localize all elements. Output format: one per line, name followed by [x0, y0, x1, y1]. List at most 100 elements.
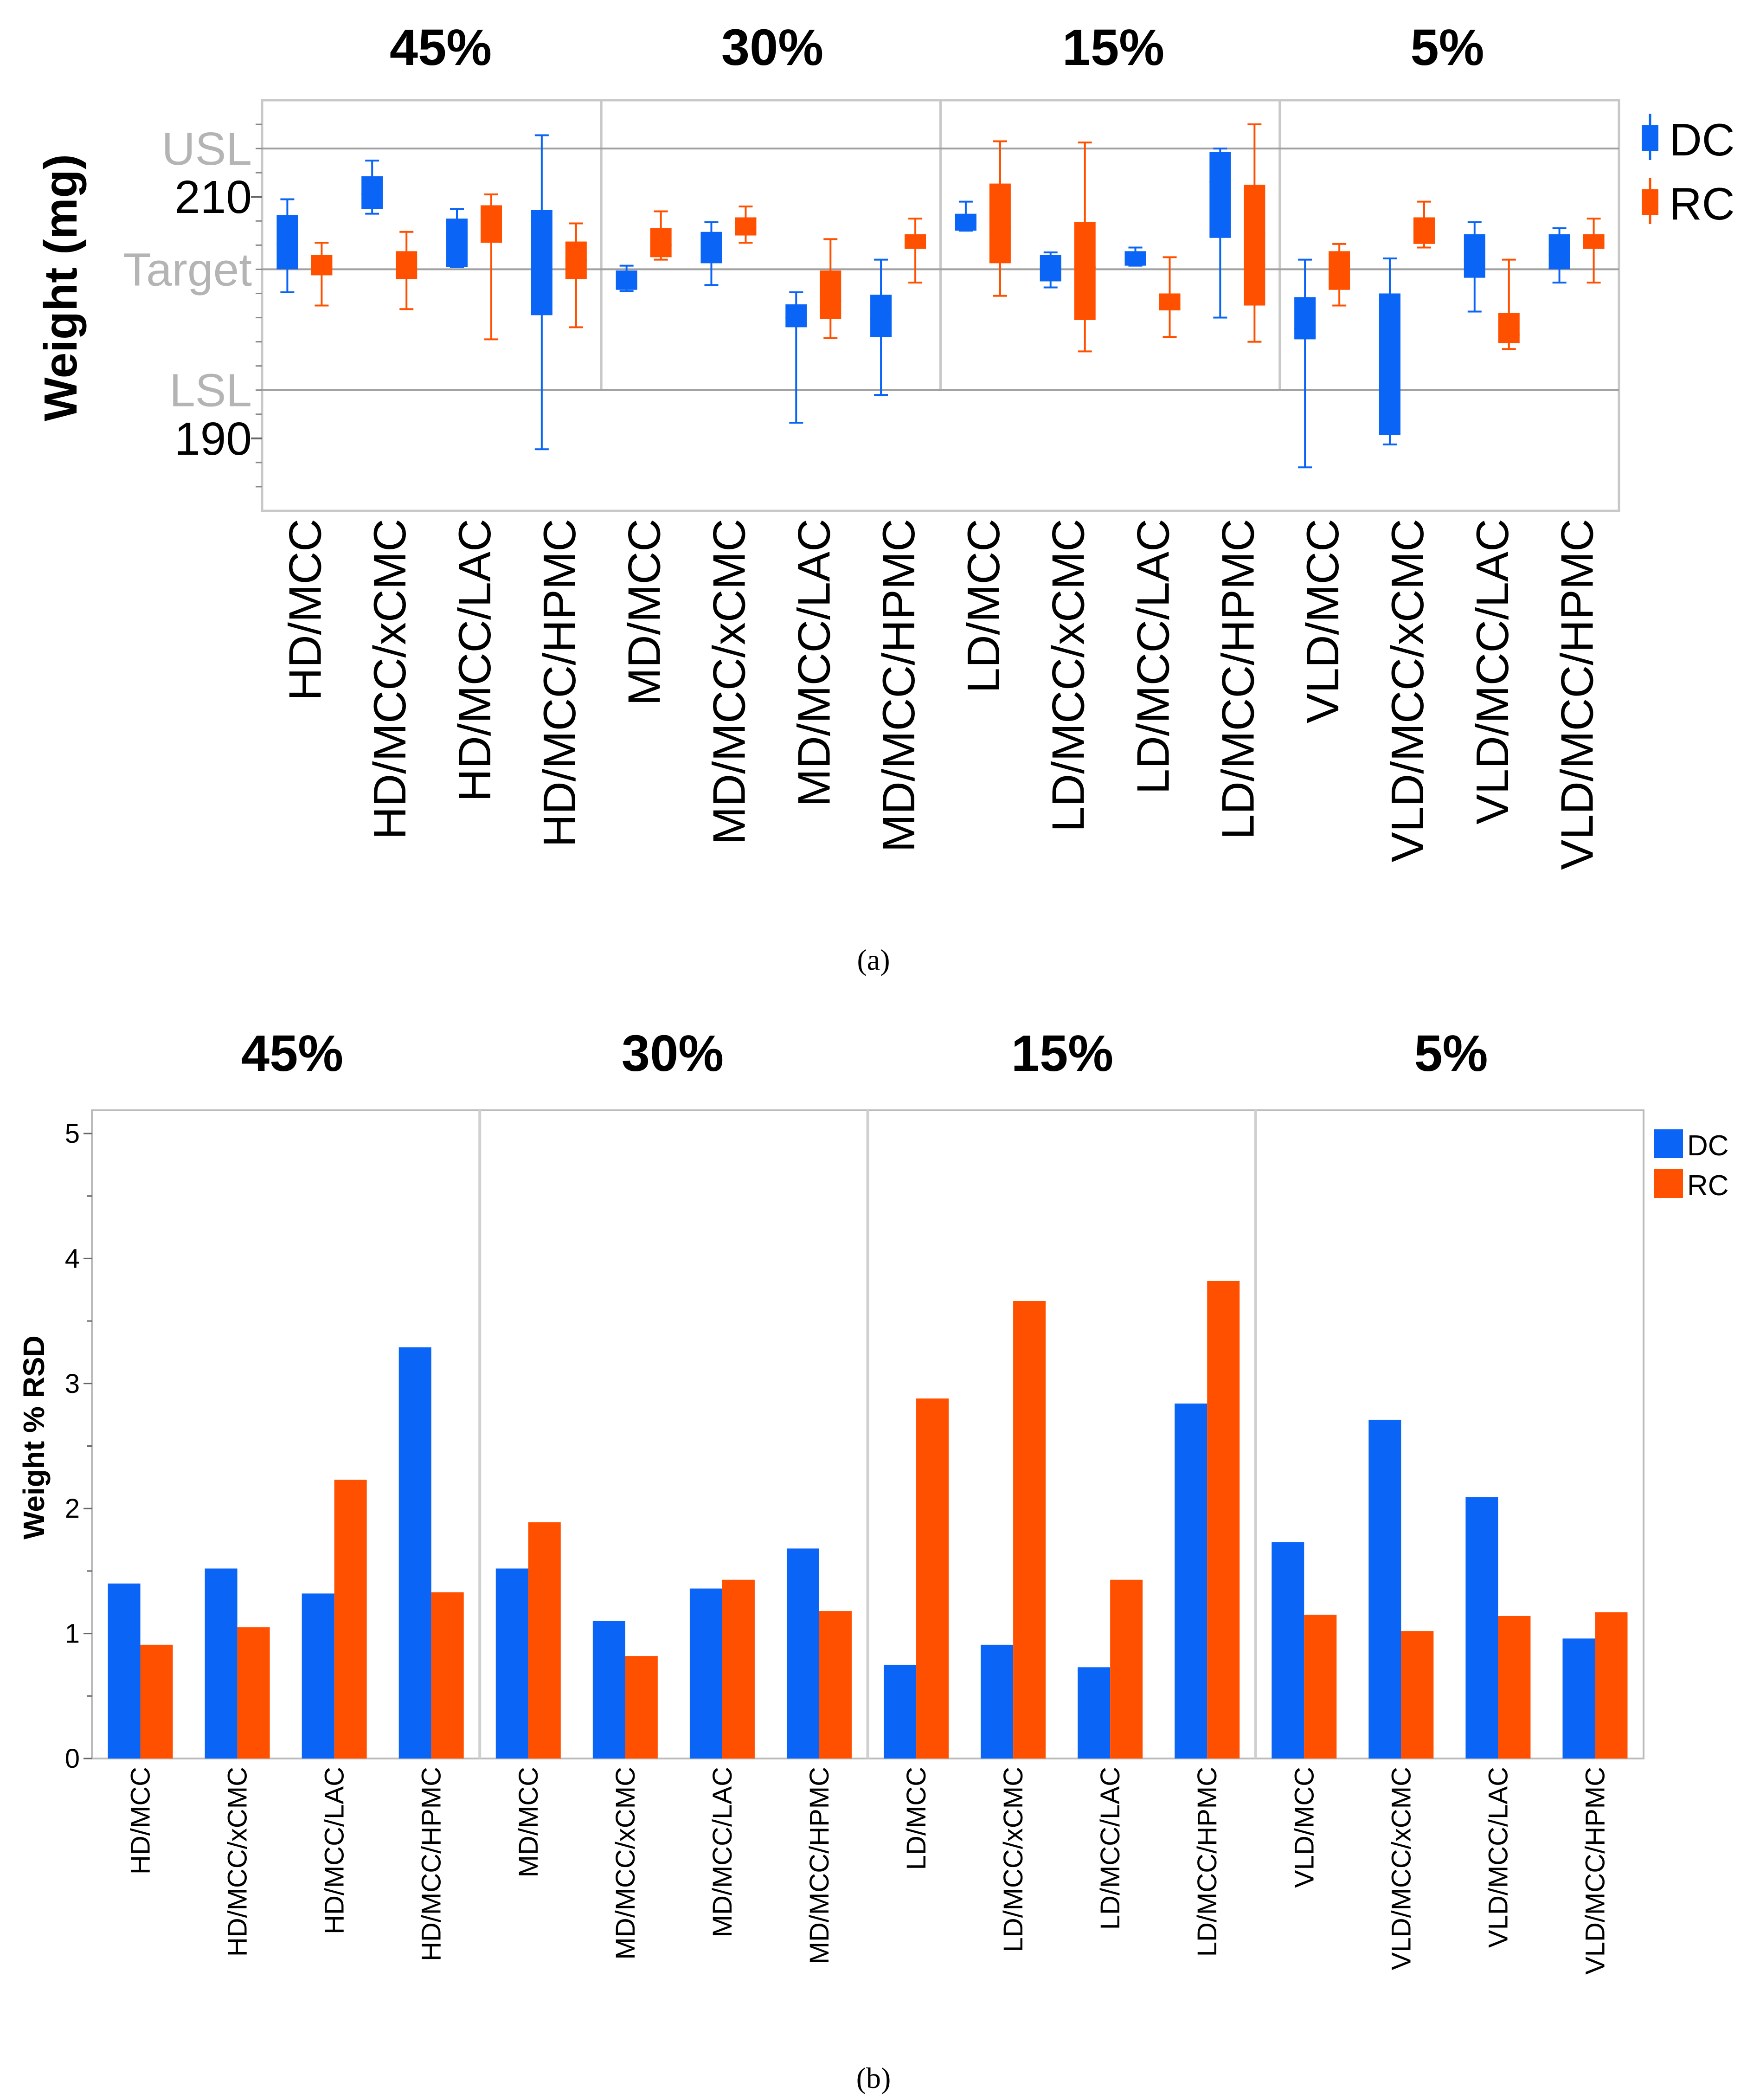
x-tick-label: VLD/MCC/HPMC	[1552, 519, 1603, 870]
x-tick-label: HD/MCC/LAC	[320, 1767, 350, 1934]
bar-rc	[722, 1579, 755, 1759]
bar-rc	[1595, 1612, 1628, 1759]
box-iqr	[1040, 255, 1061, 282]
bar-dc	[1078, 1667, 1111, 1759]
box-iqr	[396, 251, 417, 279]
bar-rc	[1013, 1301, 1046, 1759]
box-rc	[650, 210, 672, 261]
bar-rc	[1401, 1631, 1434, 1759]
y-tick-label: 5	[65, 1119, 80, 1149]
bar-dc	[884, 1664, 917, 1759]
bar-rc	[916, 1398, 949, 1759]
box-iqr	[1329, 251, 1350, 290]
panel-a-section-labels: 45% 30% 15% 5%	[390, 19, 1484, 76]
y-tick-label: 2	[65, 1494, 80, 1524]
bar-rc	[1304, 1615, 1337, 1759]
x-tick-label: HD/MCC/xCMC	[223, 1767, 253, 1957]
ref-label-target: Target	[123, 244, 252, 296]
box-dc	[870, 258, 892, 396]
section-label: 5%	[1414, 1025, 1488, 1082]
ref-label-usl: USL	[161, 123, 252, 175]
box-iqr	[820, 271, 841, 319]
box-dc	[1464, 221, 1485, 313]
box-dc	[1548, 227, 1570, 284]
bar-rc	[819, 1611, 852, 1759]
x-tick-label: MD/MCC/LAC	[788, 519, 839, 807]
x-tick-label: MD/MCC/LAC	[707, 1767, 738, 1937]
panel-a-grid	[262, 100, 1619, 391]
bar-dc	[1562, 1638, 1595, 1759]
x-tick-label: MD/MCC	[619, 519, 670, 706]
box-iqr	[446, 219, 468, 267]
section-label: 5%	[1411, 19, 1484, 76]
box-iqr	[1074, 222, 1096, 320]
x-tick-label: VLD/MCC/LAC	[1483, 1767, 1513, 1948]
x-tick-label: HD/MCC	[126, 1767, 156, 1875]
x-tick-label: LD/MCC/LAC	[1095, 1767, 1125, 1930]
y-tick-label: 190	[174, 413, 252, 465]
section-label: 45%	[390, 19, 492, 76]
box-iqr	[1244, 185, 1265, 306]
box-iqr	[870, 295, 892, 337]
legend-dc-swatch	[1642, 125, 1658, 151]
bar-dc	[495, 1568, 528, 1759]
box-rc	[565, 222, 587, 329]
box-dc	[616, 264, 637, 292]
bar-rc	[625, 1656, 658, 1759]
section-label: 15%	[1062, 19, 1164, 76]
x-tick-label: HD/MCC/HPMC	[534, 519, 585, 847]
x-tick-label: LD/MCC/xCMC	[1043, 519, 1094, 832]
box-dc	[1124, 246, 1146, 267]
box-iqr	[531, 210, 552, 316]
panel-a-y-axis-title: Weight (mg)	[35, 154, 87, 421]
x-tick-label: VLD/MCC/HPMC	[1580, 1767, 1610, 1975]
box-iqr	[361, 176, 383, 209]
y-tick-label: 4	[65, 1243, 80, 1274]
x-tick-label: VLD/MCC	[1289, 1767, 1319, 1888]
box-iqr	[311, 255, 333, 276]
box-dc	[700, 221, 722, 286]
box-iqr	[650, 228, 672, 258]
box-rc	[396, 231, 417, 310]
bar-dc	[302, 1593, 334, 1759]
ref-label-lsl: LSL	[169, 365, 252, 417]
box-rc	[989, 140, 1011, 297]
x-tick-label: LD/MCC/HPMC	[1192, 1767, 1222, 1957]
box-iqr	[1548, 234, 1570, 270]
x-tick-label: HD/MCC	[279, 519, 330, 701]
box-iqr	[905, 234, 926, 249]
section-label: 30%	[622, 1025, 724, 1082]
box-dc	[446, 208, 468, 268]
legend-b-rc-label: RC	[1687, 1170, 1729, 1202]
bar-rc	[1110, 1579, 1143, 1759]
box-rc	[1583, 218, 1605, 284]
box-dc	[276, 198, 298, 293]
box-iqr	[481, 205, 502, 243]
box-dc	[1040, 251, 1061, 289]
box-rc	[905, 218, 926, 284]
y-tick-label: 0	[65, 1744, 80, 1774]
box-dc	[785, 291, 807, 424]
panel-b-caption: (b)	[856, 2061, 891, 2094]
x-tick-label: LD/MCC/xCMC	[998, 1767, 1028, 1952]
panel-a-boxes	[276, 123, 1605, 469]
x-tick-label: MD/MCC	[514, 1767, 544, 1877]
panel-b-section-labels: 45% 30% 15% 5%	[241, 1025, 1488, 1082]
legend-b-dc-label: DC	[1687, 1130, 1729, 1162]
bar-dc	[398, 1347, 431, 1759]
legend-b-dc-swatch	[1654, 1129, 1683, 1158]
box-rc	[735, 206, 757, 244]
bar-rc	[1498, 1616, 1531, 1759]
box-dc	[1209, 148, 1231, 319]
box-iqr	[276, 215, 298, 270]
x-tick-label: VLD/MCC/xCMC	[1382, 519, 1433, 862]
box-rc	[1329, 243, 1350, 307]
bar-rc	[528, 1522, 561, 1759]
box-iqr	[1159, 293, 1181, 310]
panel-b-bars	[108, 1281, 1628, 1759]
panel-b-x-tick-labels: HD/MCC HD/MCC/xCMC HD/MCC/LAC HD/MCC/HPMC MD…	[126, 1767, 1611, 1975]
box-dc	[1294, 258, 1316, 469]
panel-b-legend: DC RC	[1654, 1129, 1729, 1202]
bar-dc	[1175, 1403, 1207, 1759]
